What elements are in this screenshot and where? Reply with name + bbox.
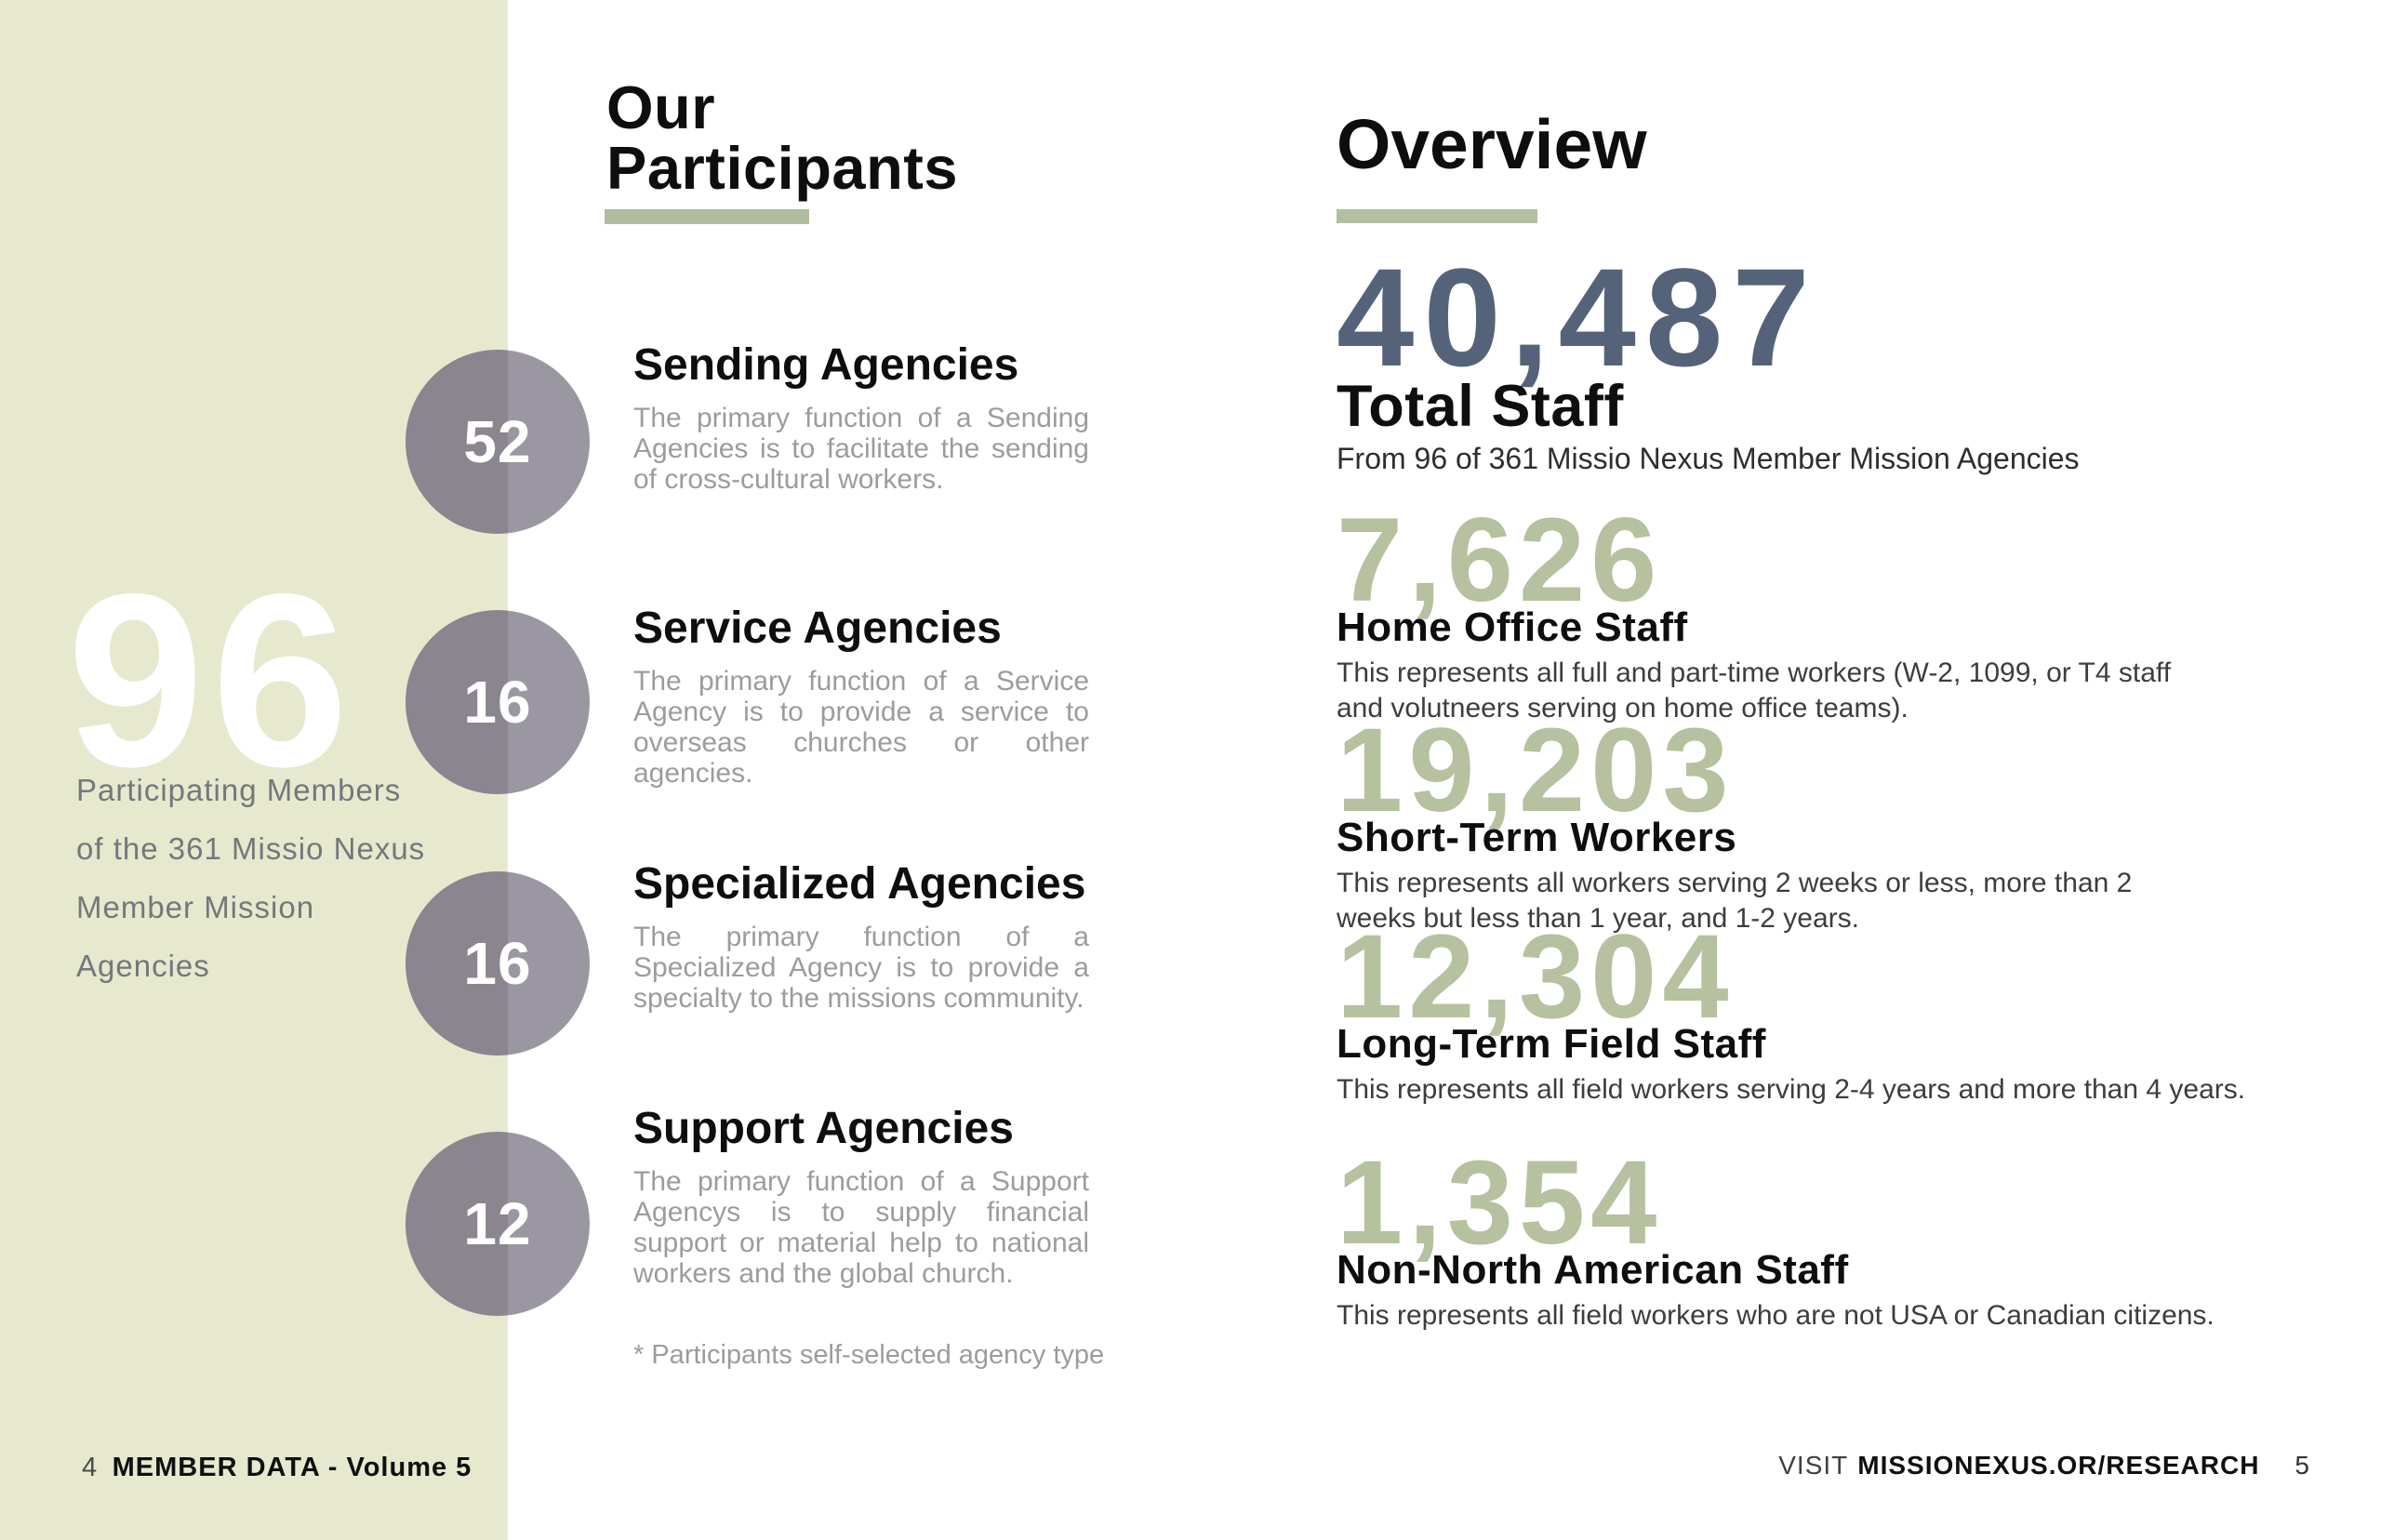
agency-count-support: 12 (463, 1190, 532, 1257)
stat-value-home-office: 7,626 (1337, 494, 1663, 627)
stat-description-non-north-american: This represents all field workers who ar… (1337, 1300, 2215, 1331)
stat-value-short-term: 19,203 (1337, 704, 1735, 837)
stat-label-total-staff: Total Staff (1337, 374, 1624, 439)
overview-title: Overview (1337, 105, 1647, 183)
stat-value-long-term: 12,304 (1337, 910, 1735, 1043)
stat-label-long-term: Long-Term Field Staff (1337, 1021, 1766, 1067)
stat-section-total-staff: 40,487 Total Staff From 96 of 361 Missio… (1337, 239, 2322, 476)
agency-name-sending: Sending Agencies (633, 340, 1019, 390)
stat-value-non-north-american: 1,354 (1337, 1136, 1663, 1269)
agency-description-sending: The primary function of a Sending Agenci… (633, 403, 1089, 495)
footer-visit-prefix: VISIT (1778, 1451, 1849, 1480)
footer-page-number-right: 5 (2295, 1451, 2310, 1480)
agency-count-circle-sending: 52 (406, 350, 590, 534)
agency-description-service: The primary function of a Service Agency… (633, 666, 1089, 789)
agency-count-sending: 52 (463, 408, 532, 475)
agency-count-specialized: 16 (463, 930, 532, 997)
stat-description-long-term: This represents all field workers servin… (1337, 1074, 2246, 1105)
stat-description-total-staff: From 96 of 361 Missio Nexus Member Missi… (1337, 442, 2080, 475)
stat-section-short-term: 19,203 Short-Term Workers This represent… (1337, 704, 2322, 936)
footer-volume-label: MEMBER DATA - Volume 5 (112, 1453, 472, 1482)
agency-name-support: Support Agencies (633, 1104, 1014, 1153)
agency-item-service: Service Agencies The primary function of… (633, 604, 1089, 790)
stat-section-home-office: 7,626 Home Office Staff This represents … (1337, 494, 2322, 726)
agency-item-support: Support Agencies The primary function of… (633, 1104, 1089, 1290)
left-green-band (0, 0, 508, 1540)
agency-name-specialized: Specialized Agencies (633, 859, 1086, 909)
agency-count-service: 16 (463, 669, 532, 736)
stat-label-short-term: Short-Term Workers (1337, 815, 1737, 860)
agency-count-circle-specialized: 16 (406, 871, 590, 1055)
agency-item-sending: Sending Agencies The primary function of… (633, 340, 1089, 496)
stat-section-non-north-american: 1,354 Non-North American Staff This repr… (1337, 1136, 2322, 1334)
stat-value-total-staff: 40,487 (1337, 239, 1819, 395)
stat-description-short-term: This represents all workers serving 2 we… (1337, 868, 2133, 934)
participants-title-underline (605, 209, 809, 224)
stat-description-home-office: This represents all full and part-time w… (1337, 657, 2172, 724)
footer-page-number-left: 4 (82, 1453, 98, 1482)
stat-section-long-term: 12,304 Long-Term Field Staff This repres… (1337, 910, 2322, 1108)
footer-research-link: MISSIONEXUS.OR/RESEARCH (1857, 1451, 2260, 1480)
agency-description-support: The primary function of a Support Agency… (633, 1166, 1089, 1289)
agency-item-specialized: Specialized Agencies The primary functio… (633, 859, 1089, 1015)
participants-title: Our Participants (606, 73, 959, 202)
overview-title-underline (1337, 209, 1537, 223)
participating-members-caption: Participating Members of the 361 Missio … (76, 773, 426, 983)
agency-name-service: Service Agencies (633, 604, 1002, 653)
agency-description-specialized: The primary function of a Specialized Ag… (633, 922, 1089, 1014)
participating-members-count: 96 (67, 543, 356, 818)
footer-right: VISIT MISSIONEXUS.OR/RESEARCH 5 (1778, 1451, 2310, 1480)
stat-label-non-north-american: Non-North American Staff (1337, 1247, 1849, 1293)
agency-count-circle-support: 12 (406, 1132, 590, 1316)
participants-footnote: * Participants self-selected agency type (633, 1340, 1105, 1370)
footer-left: 4 MEMBER DATA - Volume 5 (82, 1453, 472, 1483)
stat-label-home-office: Home Office Staff (1337, 604, 1688, 650)
agency-count-circle-service: 16 (406, 610, 590, 794)
